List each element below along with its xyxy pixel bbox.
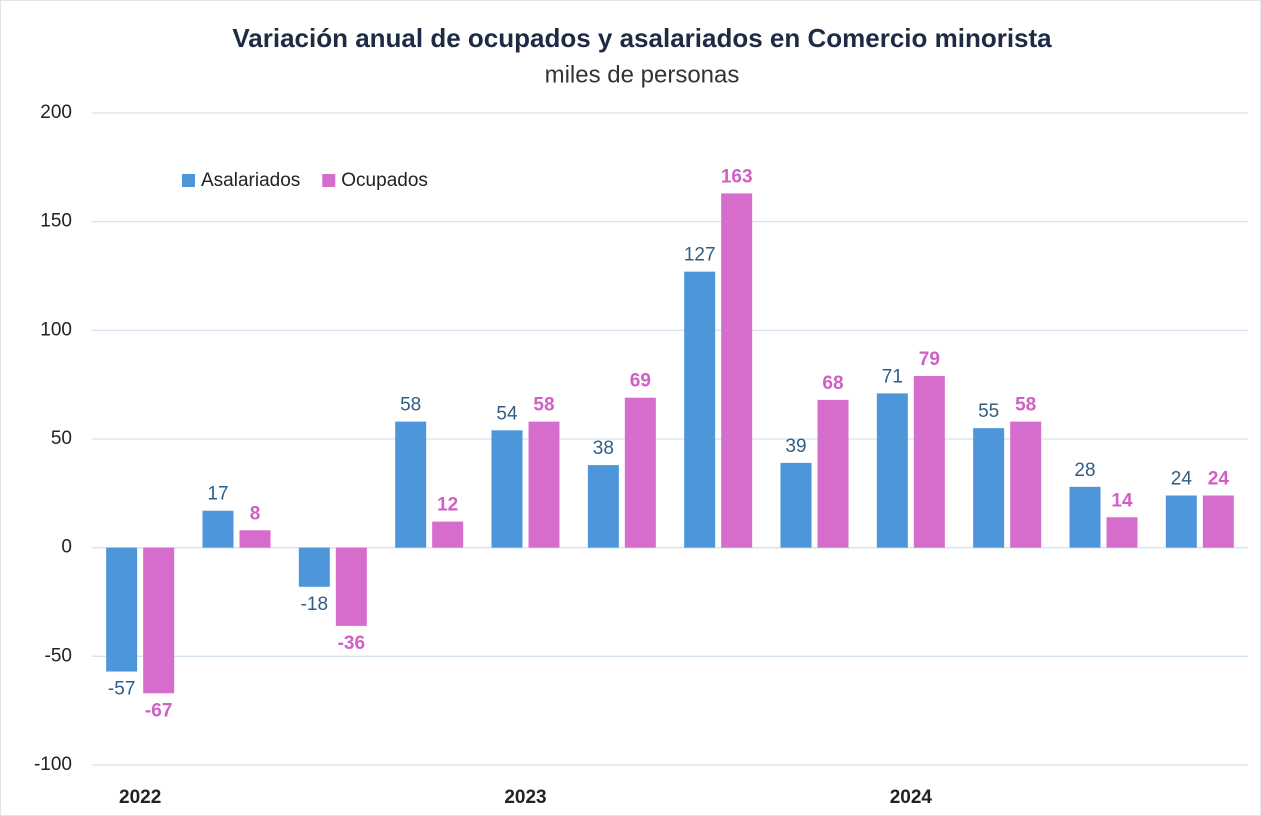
data-label: -36: [338, 633, 365, 654]
legend-label: Ocupados: [341, 170, 428, 191]
bar: [202, 510, 234, 548]
bar: [624, 397, 656, 548]
legend-label: Asalariados: [201, 170, 300, 191]
data-label: 71: [882, 366, 903, 387]
data-label: 58: [400, 395, 421, 416]
y-tick-label: -50: [45, 645, 72, 666]
x-tick-label: 2024: [890, 787, 933, 808]
data-label: 8: [250, 503, 261, 524]
data-label: 79: [919, 349, 940, 370]
bar: [1106, 517, 1138, 548]
data-label: 24: [1171, 469, 1193, 490]
bar: [432, 521, 464, 548]
data-label: 39: [785, 436, 806, 457]
bar: [1069, 486, 1101, 548]
bar: [721, 193, 753, 548]
data-label: -67: [145, 700, 172, 721]
bar: [335, 547, 367, 626]
bar: [1010, 421, 1042, 548]
y-tick-label: 50: [51, 428, 72, 449]
data-label: 17: [207, 484, 228, 505]
data-label: 14: [1111, 490, 1133, 511]
data-label: 69: [630, 371, 651, 392]
bar: [817, 399, 849, 548]
data-label: -18: [301, 594, 328, 615]
bar: [684, 271, 716, 548]
bar: [298, 547, 330, 587]
legend-swatch: [322, 174, 336, 187]
data-label: 163: [721, 166, 753, 187]
bar: [239, 530, 271, 548]
bar: [528, 421, 560, 548]
bar: [143, 547, 175, 694]
bar: [973, 428, 1005, 548]
legend-swatch: [182, 174, 195, 187]
data-label: 58: [1015, 395, 1036, 416]
data-label: 55: [978, 401, 999, 422]
data-label: 58: [533, 395, 554, 416]
y-tick-label: 100: [40, 319, 72, 340]
data-label: 12: [437, 495, 458, 516]
bar: [780, 462, 812, 548]
bar: [876, 393, 908, 548]
bar: [913, 375, 945, 548]
chart-subtitle: miles de personas: [545, 61, 740, 88]
data-label: 54: [496, 403, 518, 424]
bar: [587, 465, 619, 548]
y-tick-label: -100: [34, 754, 72, 775]
x-tick-label: 2023: [504, 787, 546, 808]
data-label: 24: [1208, 469, 1230, 490]
bar: [1165, 495, 1197, 548]
data-label: -57: [108, 679, 135, 700]
bar: [395, 421, 427, 548]
x-tick-label: 2022: [119, 787, 161, 808]
y-tick-label: 0: [61, 537, 72, 558]
y-tick-label: 150: [40, 211, 72, 232]
bar: [106, 547, 138, 672]
data-label: 127: [684, 245, 716, 266]
data-label: 38: [593, 438, 614, 459]
chart-title: Variación anual de ocupados y asalariado…: [232, 23, 1052, 53]
bar: [491, 430, 523, 548]
data-label: 28: [1074, 460, 1095, 481]
y-tick-label: 200: [40, 102, 72, 123]
bar: [1202, 495, 1234, 548]
data-label: 68: [822, 373, 843, 394]
